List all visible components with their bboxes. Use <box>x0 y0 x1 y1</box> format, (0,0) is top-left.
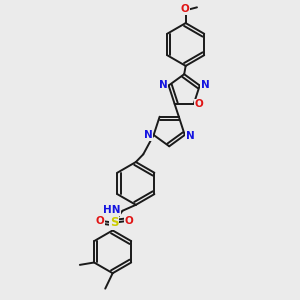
Text: N: N <box>186 130 194 141</box>
Text: N: N <box>144 130 153 140</box>
Text: O: O <box>195 99 203 110</box>
Text: N: N <box>201 80 209 90</box>
Text: O: O <box>181 4 189 14</box>
Text: O: O <box>95 216 104 226</box>
Text: HN: HN <box>103 205 120 215</box>
Text: S: S <box>110 216 118 229</box>
Text: O: O <box>124 216 133 226</box>
Text: N: N <box>159 80 168 90</box>
